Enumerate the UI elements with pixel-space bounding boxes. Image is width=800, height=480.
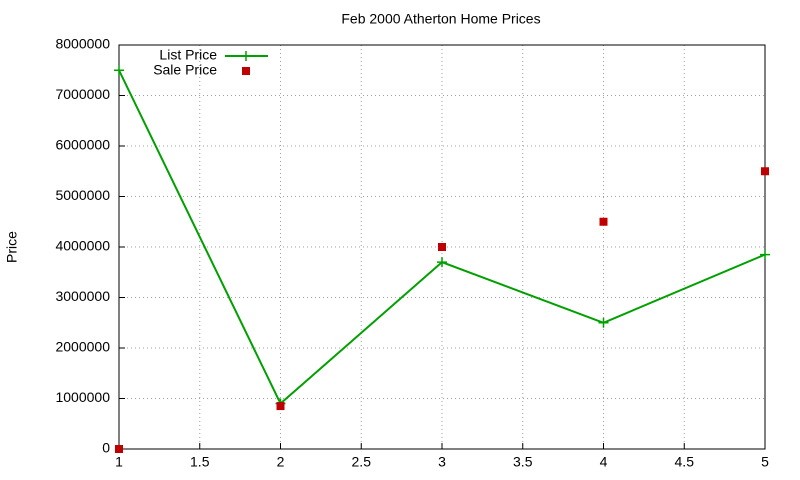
point [114,65,124,76]
x-tick-label: 2 [277,454,285,470]
point [598,317,609,328]
y-tick-label: 4000000 [55,238,110,254]
y-tick-label: 1000000 [55,389,110,405]
point [437,257,447,268]
y-tick-label: 2000000 [55,339,110,355]
y-tick-label: 0 [102,440,110,456]
legend-label: List Price [159,47,217,63]
point [760,249,770,260]
x-tick-label: 4.5 [675,454,695,470]
x-tick-label: 2.5 [352,454,372,470]
chart-title: Feb 2000 Atherton Home Prices [341,11,540,27]
x-tick-label: 3.5 [513,454,533,470]
point [242,67,250,75]
point [438,243,446,251]
point [276,402,285,411]
plot-frame [118,44,766,450]
point [241,51,251,61]
y-axis-label: Price [4,231,20,263]
y-tick-label: 8000000 [55,36,110,52]
legend-label: Sale Price [153,62,217,78]
point [115,445,123,453]
y-tick-label: 3000000 [55,288,110,304]
point [599,217,608,226]
x-tick-label: 5 [761,454,769,470]
x-tick-label: 4 [600,454,608,470]
x-tick-label: 3 [438,454,446,470]
y-tick-label: 6000000 [55,137,110,153]
x-tick-label: 1.5 [190,454,210,470]
y-tick-label: 7000000 [55,86,110,102]
x-tick-label: 1 [115,454,123,470]
y-tick-label: 5000000 [55,187,110,203]
point [761,167,769,176]
